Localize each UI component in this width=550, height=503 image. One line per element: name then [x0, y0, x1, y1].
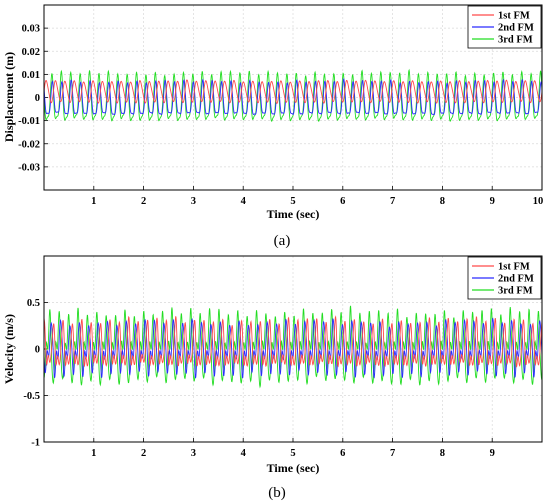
x-tick-label: 4 — [241, 196, 247, 207]
y-tick-label: 0.02 — [22, 47, 40, 58]
x-tick-label: 6 — [340, 196, 345, 207]
x-tick-label: 3 — [191, 196, 196, 207]
y-tick-labels-b: 0.5 0 -0.5 -1 — [23, 298, 40, 449]
x-tick-labels-b: 1 2 3 4 5 6 7 8 9 — [91, 448, 495, 459]
x-axis-label-a: Time (sec) — [267, 207, 320, 221]
legend-label-1: 1st FM — [498, 11, 530, 22]
y-tick-label: 0.5 — [27, 298, 40, 309]
series-line-3 — [43, 68, 543, 122]
y-axis-label-a: Displacement (m) — [2, 52, 16, 142]
x-tick-label: 7 — [390, 448, 395, 459]
x-tick-labels-a: 1 2 3 4 5 6 7 8 9 10 — [91, 196, 543, 207]
y-tick-label: -0.03 — [18, 162, 40, 173]
x-tick-label: 5 — [290, 448, 295, 459]
y-tick-label: -0.01 — [18, 116, 40, 127]
x-tick-label: 7 — [390, 196, 395, 207]
legend-label-2: 2nd FM — [498, 23, 534, 34]
y-tick-label: 0.03 — [22, 24, 40, 35]
x-tick-label: 6 — [340, 448, 345, 459]
legend-label-2: 2nd FM — [498, 274, 534, 285]
y-tick-label: -1 — [31, 438, 40, 449]
x-tick-label: 10 — [533, 196, 544, 207]
displacement-chart: 0.03 0.02 0.01 0 -0.01 -0.02 -0.03 1 2 3 4 5 6 7 8 9 10… — [2, 4, 543, 249]
caption-b: (b) — [268, 485, 286, 501]
series-line-2 — [43, 77, 543, 116]
y-tick-label: 0.01 — [22, 70, 40, 81]
legend-label-3: 3rd FM — [498, 35, 533, 46]
x-tick-label: 9 — [490, 448, 495, 459]
x-tick-label: 2 — [141, 448, 146, 459]
x-tick-label: 1 — [91, 448, 96, 459]
legend-label-3: 3rd FM — [498, 286, 533, 297]
x-tick-label: 8 — [440, 196, 445, 207]
x-tick-label: 8 — [440, 448, 445, 459]
y-tick-label: 0 — [35, 345, 40, 356]
y-tick-labels-a: 0.03 0.02 0.01 0 -0.01 -0.02 -0.03 — [18, 24, 40, 174]
x-tick-label: 1 — [91, 196, 96, 207]
x-tick-label: 5 — [290, 196, 295, 207]
x-tick-label: 3 — [191, 448, 196, 459]
axes-frame-a — [43, 4, 543, 191]
y-tick-label: -0.5 — [23, 391, 40, 402]
x-tick-label: 2 — [141, 196, 146, 207]
y-tick-label: -0.02 — [18, 139, 40, 150]
y-axis-label-b: Velocity (m/s) — [2, 314, 16, 384]
y-tick-label: 0 — [35, 93, 40, 104]
legend-label-1: 1st FM — [498, 262, 530, 273]
series-lines-a — [43, 68, 543, 122]
series-line-1 — [43, 315, 543, 368]
x-tick-label: 4 — [241, 448, 247, 459]
caption-a: (a) — [274, 233, 291, 249]
x-tick-label: 9 — [490, 196, 495, 207]
x-axis-label-b: Time (sec) — [267, 461, 320, 475]
axes-frame-b — [43, 255, 543, 443]
series-line-1 — [43, 79, 543, 104]
series-lines-b — [43, 305, 543, 389]
